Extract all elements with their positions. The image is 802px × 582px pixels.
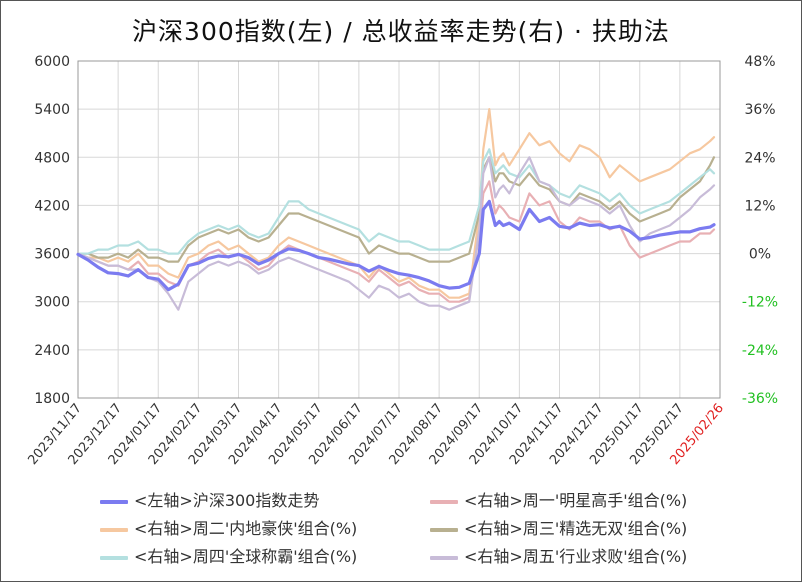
series-line — [76, 156, 716, 263]
plot-area-border — [77, 60, 721, 399]
right-tick-label: 36% — [744, 102, 775, 118]
legend-item: <右轴>周五'行业求败'组合(%) — [430, 543, 687, 567]
legend-label: <右轴>周三'精选无双'组合(%) — [464, 519, 688, 538]
legend-swatch — [430, 499, 458, 504]
left-tick-label: 2400 — [34, 343, 70, 359]
legend-label: <右轴>周二'内地豪侠'组合(%) — [134, 519, 358, 538]
left-tick-label: 5400 — [34, 102, 70, 118]
series-line — [76, 156, 716, 311]
legend-swatch — [430, 555, 458, 560]
right-tick-label: -24% — [742, 343, 778, 359]
series-line — [76, 148, 716, 255]
legend-swatch — [100, 527, 128, 532]
left-axis-ticks: 6000 5400 4800 4200 3600 3000 2400 1800 — [34, 54, 70, 407]
x-axis-ticks: 2023/11/172023/12/172024/01/172024/02/17… — [25, 401, 727, 468]
left-tick-label: 6000 — [34, 54, 70, 70]
legend-item: <右轴>周三'精选无双'组合(%) — [430, 515, 687, 539]
left-tick-label: 3600 — [34, 247, 70, 263]
right-tick-label: 0% — [749, 247, 771, 263]
chart-title: 沪深300指数(左) / 总收益率走势(右) · 扶助法 — [132, 17, 670, 46]
series-line — [76, 180, 716, 303]
left-tick-label: 4200 — [34, 198, 70, 214]
right-tick-label: 48% — [744, 54, 775, 70]
legend-swatch — [430, 527, 458, 532]
legend-swatch — [100, 499, 128, 504]
legend-label: <左轴>沪深300指数走势 — [134, 491, 320, 510]
right-tick-label: 12% — [744, 198, 775, 214]
left-tick-label: 1800 — [34, 391, 70, 407]
legend-swatch — [100, 555, 128, 560]
legend-label: <右轴>周五'行业求败'组合(%) — [464, 547, 688, 566]
legend-label: <右轴>周四'全球称霸'组合(%) — [134, 547, 358, 566]
series-lines — [76, 107, 716, 311]
right-axis-ticks: 48% 36% 24% 12% 0% -12% -24% -36% — [742, 54, 778, 407]
legend-item: <右轴>周一'明星高手'组合(%) — [430, 487, 687, 511]
legend-item: <右轴>周二'内地豪侠'组合(%) — [100, 515, 357, 539]
series-line — [76, 199, 716, 292]
left-tick-label: 3000 — [34, 295, 70, 311]
legend-item: <左轴>沪深300指数走势 — [100, 487, 319, 511]
right-tick-label: -12% — [742, 295, 778, 311]
left-tick-label: 4800 — [34, 150, 70, 166]
legend-label: <右轴>周一'明星高手'组合(%) — [464, 491, 688, 510]
right-tick-label: 24% — [744, 150, 775, 166]
legend-item: <右轴>周四'全球称霸'组合(%) — [100, 543, 357, 567]
series-line — [76, 107, 716, 299]
right-tick-label: -36% — [742, 391, 778, 407]
